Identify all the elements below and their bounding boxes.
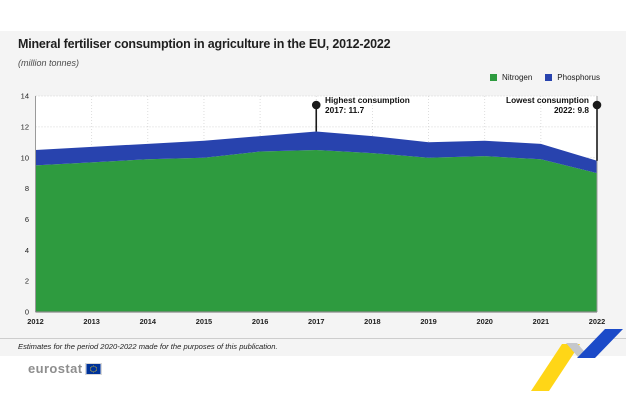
legend-label-nitrogen: Nitrogen — [502, 73, 533, 82]
x-tick-label: 2019 — [420, 317, 436, 326]
annotation-highest-line2: 2017: 11.7 — [325, 104, 365, 115]
annotation-lowest-consumption: Lowest consumption 2022: 9.8 — [506, 95, 589, 115]
page-title: Mineral fertiliser consumption in agricu… — [18, 37, 391, 51]
x-tick-label: 2013 — [83, 317, 99, 326]
y-tick-label: 0 — [25, 308, 29, 317]
eu-flag-icon — [84, 362, 102, 375]
x-tick-label: 2015 — [196, 317, 212, 326]
legend-item-nitrogen: Nitrogen — [490, 73, 532, 82]
annotation-pin-dot — [592, 100, 602, 110]
chart-legend: Nitrogen Phosphorus — [490, 73, 600, 82]
y-tick-label: 12 — [21, 122, 29, 131]
eurostat-logo: eurostat — [28, 361, 102, 376]
annotation-pin-dot — [311, 100, 321, 110]
x-tick-label: 2021 — [533, 317, 549, 326]
ribbon-yellow-segment — [531, 344, 580, 391]
phosphorus-swatch-icon — [545, 74, 553, 81]
footnote-text: Estimates for the period 2020-2022 made … — [18, 342, 278, 351]
y-tick-label: 6 — [25, 215, 29, 224]
x-tick-label: 2022 — [589, 317, 605, 326]
stacked-area-chart: 0 2 4 6 8 10 12 14 2012 2013 2014 2015 2016 2017 2018 2… — [21, 92, 606, 326]
annotation-lowest-line1: Lowest consumption — [506, 95, 589, 105]
annotation-lowest-line2: 2022: 9.8 — [553, 104, 589, 115]
y-tick-label: 4 — [25, 246, 29, 255]
legend-item-phosphorus: Phosphorus — [545, 73, 600, 82]
x-tick-label: 2012 — [27, 317, 43, 326]
legend-label-phosphorus: Phosphorus — [557, 73, 600, 82]
x-tick-label: 2016 — [252, 317, 268, 326]
x-tick-label: 2017 — [308, 317, 324, 326]
y-tick-label: 8 — [25, 184, 29, 193]
footnote-divider — [0, 338, 626, 339]
ribbon-blue-segment — [577, 329, 623, 358]
phosphorus-area — [35, 131, 597, 174]
x-tick-label: 2014 — [140, 317, 157, 326]
y-tick-label: 2 — [25, 277, 29, 286]
eurostat-logo-text: eurostat — [28, 361, 83, 376]
x-tick-label: 2020 — [476, 317, 492, 326]
annotation-highest-consumption: Highest consumption 2017: 11.7 — [325, 95, 410, 115]
annotation-highest-line1: Highest consumption — [325, 95, 410, 105]
nitrogen-area — [35, 150, 597, 312]
y-tick-label: 14 — [21, 92, 29, 101]
y-tick-label: 10 — [21, 153, 29, 162]
nitrogen-swatch-icon — [490, 74, 498, 81]
eurostat-ribbon-decoration-icon — [531, 329, 623, 391]
chart-unit-subtitle: (million tonnes) — [18, 58, 80, 68]
x-tick-label: 2018 — [364, 317, 380, 326]
